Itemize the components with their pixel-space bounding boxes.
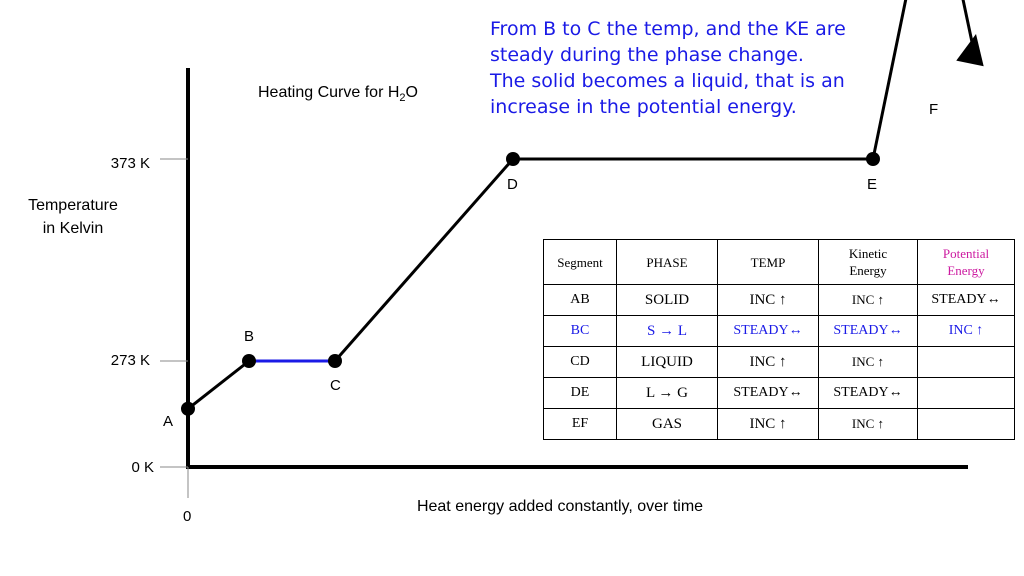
axes <box>160 68 968 498</box>
header-ke-line-2: Energy <box>849 263 887 278</box>
header-segment: Segment <box>543 239 617 285</box>
cell-phase: LIQUID <box>616 346 718 378</box>
chart-title-main: Heating Curve for H <box>258 84 400 101</box>
x-axis-label: Heat energy added constantly, over time <box>416 498 704 515</box>
chart-title-tail: O <box>405 84 418 101</box>
y-tick-273: 273 K <box>110 352 150 369</box>
table-row: EF GAS INC ↑ INC ↑ <box>543 408 1015 440</box>
cell-segment: EF <box>543 408 617 440</box>
cell-temp: INC ↑ <box>717 346 819 378</box>
point-e <box>866 152 880 166</box>
header-potential-energy: Potential Energy <box>917 239 1015 285</box>
cell-phase: SOLID <box>616 284 718 316</box>
header-temp: TEMP <box>717 239 819 285</box>
y-axis-label-line-1: Temperature <box>28 197 118 214</box>
point-b <box>242 354 256 368</box>
point-a <box>181 401 195 416</box>
cell-pe: STEADY↔ <box>917 284 1015 316</box>
point-label-f: F <box>929 101 939 118</box>
note-line-4: increase in the potential energy. <box>490 96 797 118</box>
cell-segment: AB <box>543 284 617 316</box>
y-tick-0: 0 K <box>131 459 154 476</box>
cell-temp: STEADY↔ <box>717 377 819 409</box>
explanation-note: From B to C the temp, and the KE are ste… <box>490 16 910 120</box>
point-label-c: C <box>330 377 341 394</box>
header-pe-line-2: Energy <box>947 263 985 278</box>
point-label-a: A <box>163 413 174 430</box>
point-c <box>328 354 342 368</box>
y-axis-label: Temperature in Kelvin <box>18 194 128 240</box>
cell-temp: INC ↑ <box>717 284 819 316</box>
point-label-b: B <box>244 328 255 345</box>
cell-ke: INC ↑ <box>818 284 918 316</box>
cell-segment: CD <box>543 346 617 378</box>
cell-ke: STEADY↔ <box>818 377 918 409</box>
header-pe-line-1: Potential <box>942 246 990 261</box>
cell-phase: L → G <box>616 377 718 409</box>
segment-cd <box>333 158 515 362</box>
table-row-highlight: BC S → L STEADY↔ STEADY↔ INC ↑ <box>543 315 1015 347</box>
cell-temp: STEADY↔ <box>717 315 819 347</box>
y-axis-label-line-2: in Kelvin <box>42 220 104 237</box>
cell-segment: DE <box>543 377 617 409</box>
markers <box>181 152 880 416</box>
cell-pe <box>917 408 1015 440</box>
cell-pe <box>917 377 1015 409</box>
header-ke-line-1: Kinetic <box>848 246 888 261</box>
table-row: AB SOLID INC ↑ INC ↑ STEADY↔ <box>543 284 1015 316</box>
segment-extension <box>961 0 975 49</box>
phase-table: Segment PHASE TEMP Kinetic Energy Potenti… <box>543 239 1015 440</box>
cell-ke: INC ↑ <box>818 408 918 440</box>
header-kinetic-energy: Kinetic Energy <box>818 239 918 285</box>
table-row: DE L → G STEADY↔ STEADY↔ <box>543 377 1015 409</box>
point-label-e: E <box>867 176 878 193</box>
cell-phase: GAS <box>616 408 718 440</box>
y-tick-373: 373 K <box>110 155 150 172</box>
cell-ke: INC ↑ <box>818 346 918 378</box>
note-line-1: From B to C the temp, and the KE are <box>490 18 846 40</box>
segment-ef <box>871 0 908 160</box>
chart-title: Heating Curve for H2O <box>258 84 418 104</box>
table-row: CD LIQUID INC ↑ INC ↑ <box>543 346 1015 378</box>
x-tick-0: 0 <box>183 508 192 525</box>
cell-pe <box>917 346 1015 378</box>
cell-ke: STEADY↔ <box>818 315 918 347</box>
segment-ab <box>187 359 250 410</box>
curve <box>187 0 984 410</box>
arrowhead <box>956 34 984 67</box>
note-line-3: The solid becomes a liquid, that is an <box>490 70 845 92</box>
cell-segment: BC <box>543 315 617 347</box>
point-d <box>506 152 520 166</box>
note-line-2: steady during the phase change. <box>490 44 804 66</box>
cell-phase: S → L <box>616 315 718 347</box>
cell-temp: INC ↑ <box>717 408 819 440</box>
chart-title-subscript: 2 <box>399 92 406 105</box>
table-header-row: Segment PHASE TEMP Kinetic Energy Potenti… <box>543 239 1015 285</box>
cell-pe: INC ↑ <box>917 315 1015 347</box>
point-label-d: D <box>507 176 518 193</box>
header-phase: PHASE <box>616 239 718 285</box>
